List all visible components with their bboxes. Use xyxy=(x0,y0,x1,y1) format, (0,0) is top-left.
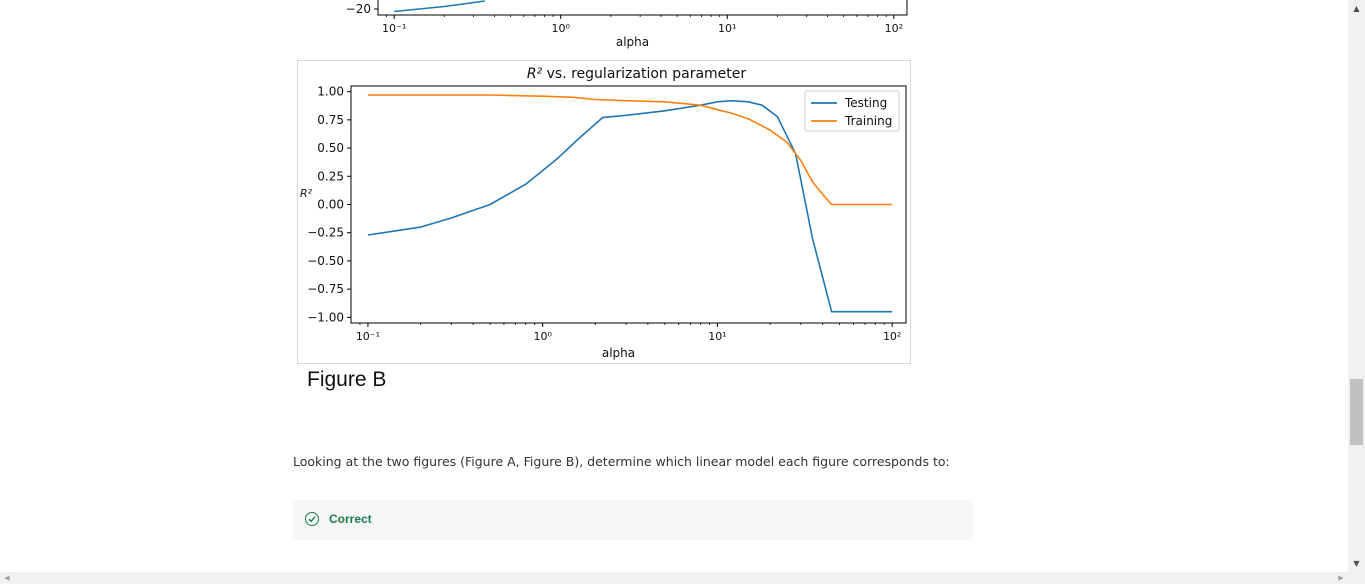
figure-b-legend-label-training: Training xyxy=(844,114,892,128)
figure-b-y-tick-label: −0.75 xyxy=(307,282,344,296)
horizontal-scrollbar[interactable]: ◀ ▶ xyxy=(0,572,1348,584)
figure-b-y-tick-label: 1.00 xyxy=(317,85,344,99)
figure-b-label: Figure B xyxy=(307,368,387,391)
figure-a-chart: −20 10⁻¹ 10⁰ 10¹ 10² alpha xyxy=(298,0,910,60)
scrollbar-corner xyxy=(1348,572,1365,584)
figure-b-y-tick-label: 0.75 xyxy=(317,113,344,127)
scroll-right-arrow-icon[interactable]: ▶ xyxy=(1338,574,1344,582)
figure-a-x-axis-label: alpha xyxy=(616,35,649,49)
vertical-scrollbar-thumb[interactable] xyxy=(1350,379,1363,445)
check-circle-icon xyxy=(305,512,319,526)
figure-a-x-tick-label: 10¹ xyxy=(718,22,736,35)
figure-b-title-text: vs. regularization parameter xyxy=(542,66,746,82)
figure-b-y-tick-label: 0.00 xyxy=(317,198,344,212)
figure-a-axes-frame xyxy=(377,0,908,16)
figure-b-chart: R² vs. regularization parameter 1.00 0.75 0… xyxy=(297,60,911,364)
figure-b-x-tick-label: 10⁻¹ xyxy=(356,330,380,343)
vertical-scrollbar[interactable]: ▲ ▼ xyxy=(1348,0,1365,572)
feedback-banner: Correct xyxy=(293,500,973,540)
figure-a-x-tick-label: 10⁻¹ xyxy=(382,22,406,35)
figure-b-y-tick-label: −0.25 xyxy=(307,226,344,240)
figure-b-y-axis-label: R² xyxy=(300,187,313,200)
figure-b-x-axis-label: alpha xyxy=(602,346,635,360)
figure-a-series-line xyxy=(394,0,485,13)
figure-b-y-tick-label: −1.00 xyxy=(307,310,344,324)
figure-b-y-tick-label: −0.50 xyxy=(307,254,344,268)
figure-b-legend-label-testing: Testing xyxy=(844,96,887,110)
figure-a-x-tick-label: 10⁰ xyxy=(551,22,570,35)
figure-b-x-tick-label: 10² xyxy=(883,330,901,343)
figure-b-x-tick-label: 10⁰ xyxy=(533,330,552,343)
figure-b-title: R² vs. regularization parameter xyxy=(527,66,747,82)
figure-b-x-tick-label: 10¹ xyxy=(708,330,726,343)
scroll-up-arrow-icon[interactable]: ▲ xyxy=(1353,4,1360,13)
figure-a-background xyxy=(298,0,910,60)
page-content: −20 10⁻¹ 10⁰ 10¹ 10² alpha R² vs. regularizat… xyxy=(293,0,973,540)
figure-b-y-tick-label: 0.50 xyxy=(317,141,344,155)
feedback-status: Correct xyxy=(329,512,372,526)
figure-a-y-tick-label: −20 xyxy=(346,2,371,16)
figure-a-x-tick-label: 10² xyxy=(885,22,903,35)
figure-b-y-tick-label: 0.25 xyxy=(317,169,344,183)
scroll-down-arrow-icon[interactable]: ▼ xyxy=(1353,559,1360,568)
question-text: Looking at the two figures (Figure A, Fi… xyxy=(293,454,950,469)
scroll-left-arrow-icon[interactable]: ◀ xyxy=(4,574,10,582)
figure-b-title-math: R² xyxy=(527,66,543,82)
figure-b-series-training-line xyxy=(367,94,893,206)
